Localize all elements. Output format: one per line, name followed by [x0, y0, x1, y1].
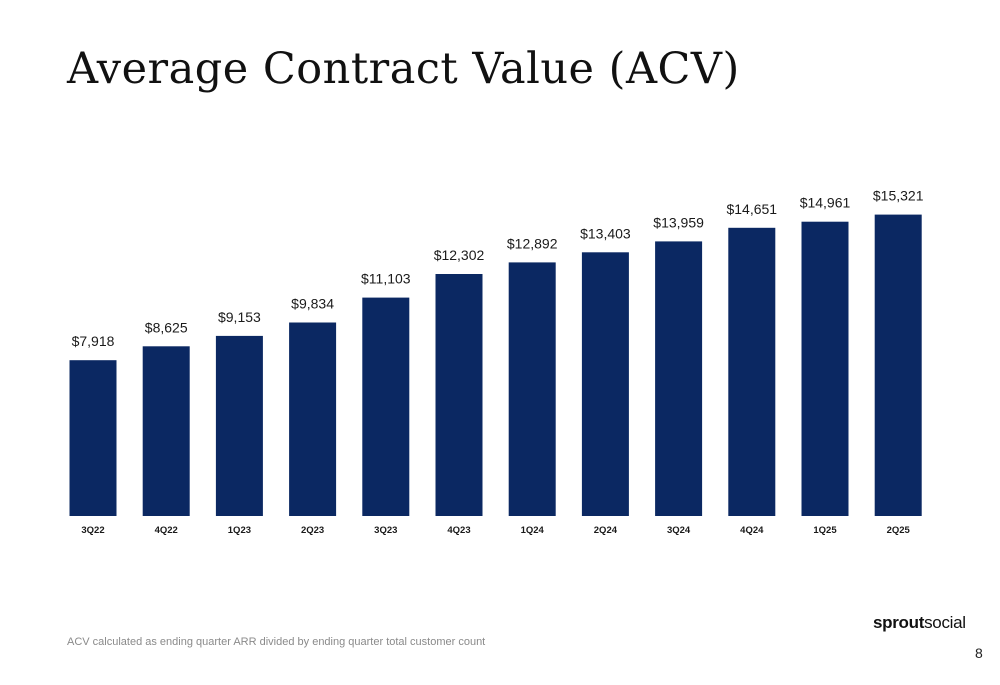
- bar-3Q22: [69, 360, 117, 516]
- value-label-2Q25: $15,321: [873, 188, 924, 204]
- footnote: ACV calculated as ending quarter ARR div…: [67, 636, 486, 648]
- value-label-2Q24: $13,403: [580, 225, 631, 241]
- x-tick-label-3Q23: 3Q23: [374, 525, 397, 536]
- x-tick-label-1Q23: 1Q23: [228, 525, 251, 536]
- x-tick-label-2Q23: 2Q23: [301, 525, 324, 536]
- value-label-1Q25: $14,961: [800, 195, 851, 211]
- bar-3Q24: [655, 241, 703, 516]
- bar-1Q24: [508, 262, 556, 516]
- bar-1Q23: [215, 335, 263, 516]
- bar-2Q25: [874, 214, 922, 516]
- x-tick-label-3Q24: 3Q24: [667, 525, 691, 536]
- bar-4Q23: [435, 274, 483, 516]
- bar-2Q24: [581, 252, 629, 517]
- x-tick-label-1Q24: 1Q24: [521, 525, 545, 536]
- value-label-4Q23: $12,302: [434, 247, 485, 263]
- x-tick-label-4Q23: 4Q23: [447, 525, 470, 536]
- value-label-4Q24: $14,651: [726, 201, 777, 217]
- bar-4Q22: [142, 346, 190, 516]
- x-tick-label-2Q24: 2Q24: [594, 525, 618, 536]
- x-tick-label-4Q22: 4Q22: [155, 525, 178, 536]
- value-label-1Q23: $9,153: [218, 309, 261, 325]
- bar-3Q23: [362, 297, 410, 516]
- logo-part-social: social: [924, 613, 966, 632]
- page-number: 8: [975, 645, 983, 661]
- x-tick-label-2Q25: 2Q25: [887, 525, 911, 536]
- x-tick-label-1Q25: 1Q25: [813, 525, 837, 536]
- bar-4Q24: [728, 227, 776, 517]
- x-tick-label-4Q24: 4Q24: [740, 525, 764, 536]
- bar-1Q25: [801, 221, 849, 516]
- value-label-4Q22: $8,625: [145, 319, 188, 335]
- x-tick-label-3Q22: 3Q22: [81, 525, 104, 536]
- slide-title: Average Contract Value (ACV): [67, 44, 740, 94]
- value-label-3Q23: $11,103: [361, 271, 411, 287]
- value-label-3Q24: $13,959: [653, 214, 704, 230]
- bar-2Q23: [289, 322, 337, 516]
- sprout-social-logo: sproutsocial: [873, 613, 966, 633]
- value-label-1Q24: $12,892: [507, 235, 558, 251]
- value-label-3Q22: $7,918: [72, 333, 115, 349]
- value-label-2Q23: $9,834: [291, 296, 334, 312]
- logo-part-sprout: sprout: [873, 613, 925, 632]
